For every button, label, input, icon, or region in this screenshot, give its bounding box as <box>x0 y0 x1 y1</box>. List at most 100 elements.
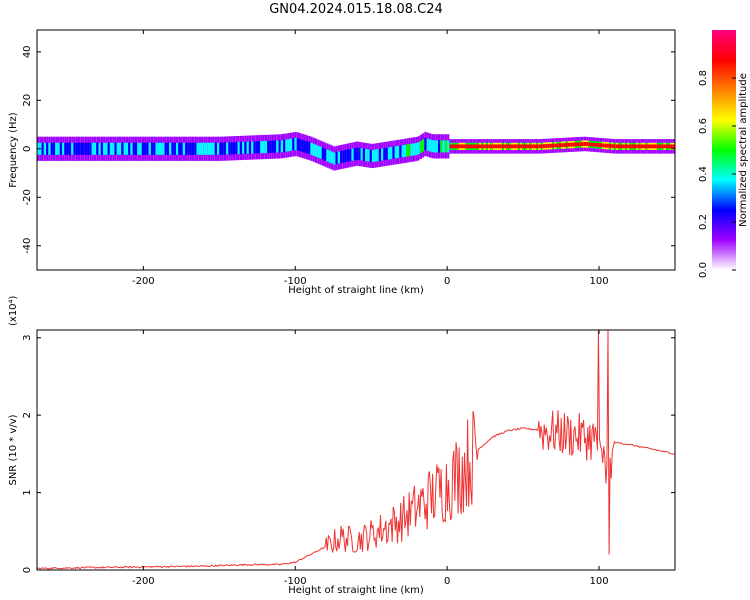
spectrogram-cell <box>337 151 340 164</box>
spectrogram-cell <box>510 144 514 149</box>
spectrogram-cell <box>191 142 195 155</box>
spectrogram-cell <box>228 142 231 155</box>
spectrogram-cell <box>526 144 530 149</box>
spectrogram-cell <box>150 142 154 155</box>
spectrogram-cell <box>579 142 582 147</box>
spectrogram-cell <box>483 144 486 149</box>
colorbar-tick-label: 0.4 <box>698 166 709 182</box>
colorbar-tick-label: 0.8 <box>698 70 709 86</box>
spectrogram-cell <box>356 147 359 160</box>
spectrogram-cell <box>344 150 347 163</box>
spectrogram-cell <box>160 142 163 155</box>
spectrogram-cell <box>164 142 167 155</box>
spectrogram-cell <box>48 142 51 155</box>
spectrogram-cell <box>479 144 482 149</box>
spectrogram-cell <box>294 138 297 151</box>
spectrogram-cell <box>481 144 484 149</box>
spectrogram-cell <box>371 149 375 162</box>
spectrogram-cell <box>114 142 117 155</box>
spectrogram-cell <box>672 144 675 149</box>
spectrogram-cell <box>303 140 306 153</box>
spectrogram-cell <box>242 112 245 120</box>
spectrogram-cell <box>196 243 199 254</box>
spectrogram-cell <box>46 217 49 227</box>
colorbar-tick-label: 0.2 <box>698 214 709 230</box>
spectrogram-cell <box>219 142 222 155</box>
spectrogram-cell <box>362 148 366 161</box>
spectrogram-cell <box>230 176 234 183</box>
y-tick-label: 3 <box>22 335 33 341</box>
spectrogram-cell <box>365 149 368 162</box>
spectrogram-cell <box>203 142 206 155</box>
spectrogram-cell <box>280 140 284 153</box>
spectrogram-cell <box>533 144 536 149</box>
spectrogram-cell <box>187 142 190 155</box>
spectrogram-cell <box>367 149 370 162</box>
spectrogram-cell <box>52 142 56 155</box>
spectrogram-cell <box>178 73 181 81</box>
spectrogram-cell <box>618 144 621 149</box>
spectrogram-cell <box>556 143 559 148</box>
snr-background <box>37 330 675 570</box>
spectrogram-cell <box>654 144 657 149</box>
y-tick-label: 0 <box>22 567 33 573</box>
spectrogram-cell <box>412 143 416 156</box>
spectrogram-cell <box>283 181 286 188</box>
spectrogram-cell <box>116 235 120 245</box>
spectrogram-cell <box>96 142 99 155</box>
spectrogram-cell <box>426 138 429 151</box>
spectrogram-cell <box>292 138 295 151</box>
spectrogram-cell <box>55 142 58 155</box>
spectrogram-cell <box>376 149 379 162</box>
spectrogram-cell <box>394 146 397 159</box>
spectrogram-cell <box>258 68 261 74</box>
spectrogram-cell <box>57 163 61 173</box>
spectrogram-cell <box>631 144 634 149</box>
x-tick-label: 100 <box>590 576 609 587</box>
spectrogram-cell <box>144 142 147 155</box>
spectrogram-cells <box>37 31 675 269</box>
spectrogram-cell <box>299 139 302 152</box>
y-tick-label: 40 <box>22 45 33 58</box>
spectrogram-cell <box>378 148 381 161</box>
spectrogram-cell <box>608 144 612 148</box>
spectrogram-cell <box>139 142 142 155</box>
spectrogram-cell <box>109 209 113 216</box>
spectrogram-cell <box>554 143 557 148</box>
spectrogram-cell <box>529 144 532 149</box>
spectrogram-cell <box>435 140 438 153</box>
spectrogram-cell <box>458 144 461 149</box>
spectrogram-cell <box>230 142 233 155</box>
spectrogram-cell <box>173 142 176 155</box>
spectrogram-cell <box>424 137 427 150</box>
spectrogram-cell <box>629 144 632 149</box>
spectrogram-cell <box>214 142 217 155</box>
spectrogram-cell <box>271 140 274 153</box>
spectrogram-cell <box>289 138 293 151</box>
spectrogram-cell <box>100 142 103 155</box>
spectrogram-cell <box>287 139 290 152</box>
spectrogram-cell <box>255 141 258 154</box>
spectrogram-cell <box>128 142 131 155</box>
spectrogram-cell <box>652 144 655 149</box>
spectrogram-cell <box>132 142 135 155</box>
spectrogram-cell <box>417 142 420 155</box>
spectrogram-cell <box>504 144 507 149</box>
spectrogram-cell <box>447 140 450 153</box>
spectrogram-cell <box>469 144 473 149</box>
spectrogram-cell <box>308 142 311 155</box>
spectrogram-cell <box>267 90 270 95</box>
spectrogram-cell <box>540 144 543 149</box>
spectrogram-cell <box>586 142 589 147</box>
x-tick-label: -100 <box>284 276 307 287</box>
spectrogram-cell <box>219 201 222 208</box>
spectrogram-cell <box>444 140 448 153</box>
spectrogram-cell <box>620 144 623 149</box>
y-tick-label: 0 <box>22 146 33 152</box>
spectrogram-cell <box>524 144 527 149</box>
spectrogram-cell <box>606 143 609 148</box>
spectrogram-cell <box>317 145 320 158</box>
spectrogram-cell <box>570 142 573 147</box>
